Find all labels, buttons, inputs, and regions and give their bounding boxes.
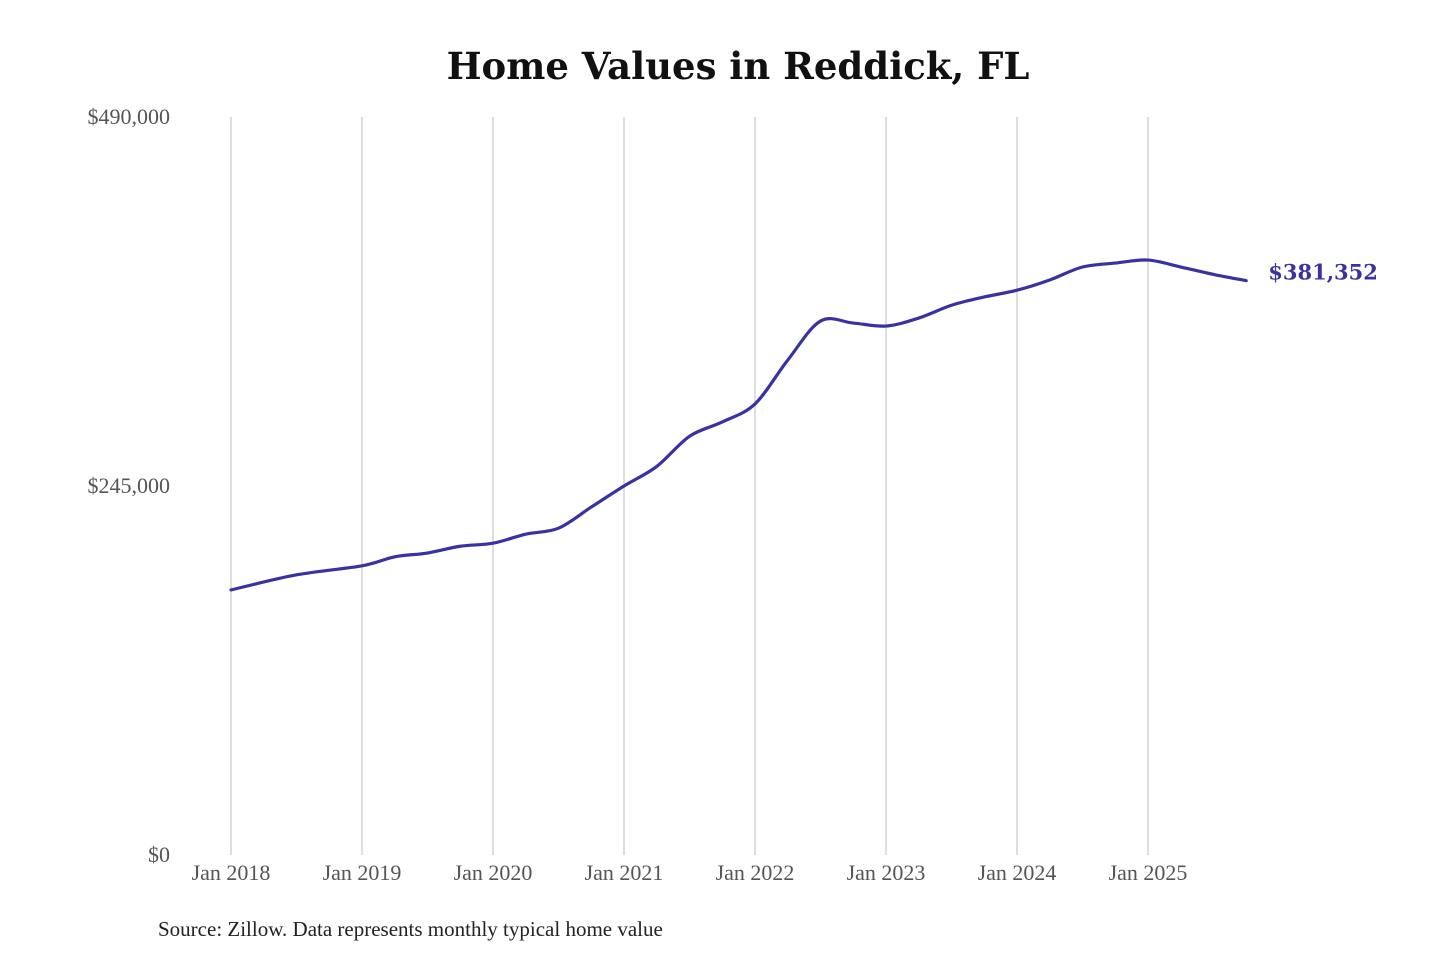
y-tick-label: $245,000 [88,473,171,498]
x-tick-label: Jan 2018 [192,860,271,885]
x-tick-label: Jan 2021 [585,860,664,885]
end-value-label: $381,352 [1268,260,1378,285]
chart-title: Home Values in Reddick, FL [446,44,1030,88]
x-tick-label: Jan 2024 [978,860,1057,885]
y-tick-label: $0 [148,842,170,867]
x-tick-label: Jan 2020 [454,860,533,885]
x-tick-label: Jan 2023 [847,860,926,885]
source-note: Source: Zillow. Data represents monthly … [158,917,663,941]
x-tick-label: Jan 2025 [1109,860,1188,885]
x-tick-label: Jan 2019 [323,860,402,885]
y-tick-label: $490,000 [88,104,171,129]
x-tick-label: Jan 2022 [716,860,795,885]
series-line [229,258,1248,592]
